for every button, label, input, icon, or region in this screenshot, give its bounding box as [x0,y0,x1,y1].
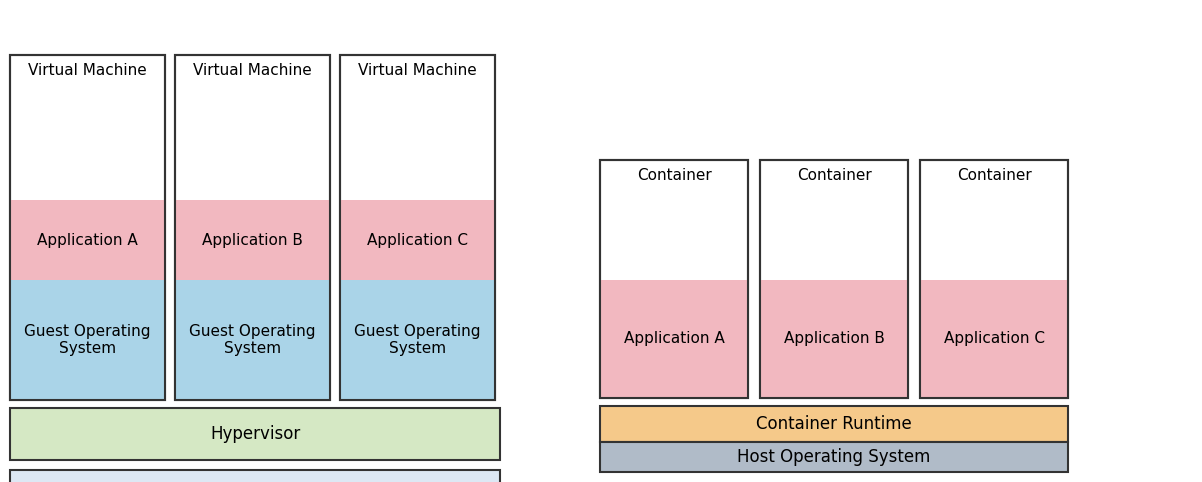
Text: Application C: Application C [944,332,1045,347]
Text: Application A: Application A [624,332,725,347]
Bar [10,470,500,482]
Text: Guest Operating
System: Guest Operating System [189,324,316,356]
Text: Application B: Application B [202,232,303,247]
Text: Container: Container [797,168,871,183]
Text: Container Runtime: Container Runtime [756,415,912,433]
Bar [600,442,1069,472]
Text: Container: Container [957,168,1031,183]
Bar [600,280,748,398]
Bar [340,200,495,280]
Text: Hypervisor: Hypervisor [210,425,300,443]
Bar [175,55,331,400]
Bar [10,55,165,400]
Bar [340,55,495,400]
Bar [10,200,165,280]
Bar [760,160,908,398]
Bar [340,280,495,400]
Text: Virtual Machine: Virtual Machine [28,63,147,78]
Bar [600,160,748,398]
Bar [175,55,331,400]
Bar [920,280,1069,398]
Bar [760,160,908,398]
Text: Application C: Application C [367,232,468,247]
Bar [10,55,165,400]
Bar [175,200,331,280]
Text: Application A: Application A [37,232,138,247]
Bar [600,406,1069,442]
Text: Guest Operating
System: Guest Operating System [24,324,150,356]
Bar [760,280,908,398]
Bar [10,408,500,460]
Bar [340,55,495,400]
Bar [10,280,165,400]
Bar [175,280,331,400]
Text: Virtual Machine: Virtual Machine [358,63,477,78]
Text: Application B: Application B [784,332,885,347]
Text: Virtual Machine: Virtual Machine [194,63,311,78]
Bar [920,160,1069,398]
Text: Host Operating System: Host Operating System [737,448,930,466]
Text: Container: Container [637,168,712,183]
Bar [600,160,748,398]
Text: Guest Operating
System: Guest Operating System [355,324,481,356]
Bar [920,160,1069,398]
